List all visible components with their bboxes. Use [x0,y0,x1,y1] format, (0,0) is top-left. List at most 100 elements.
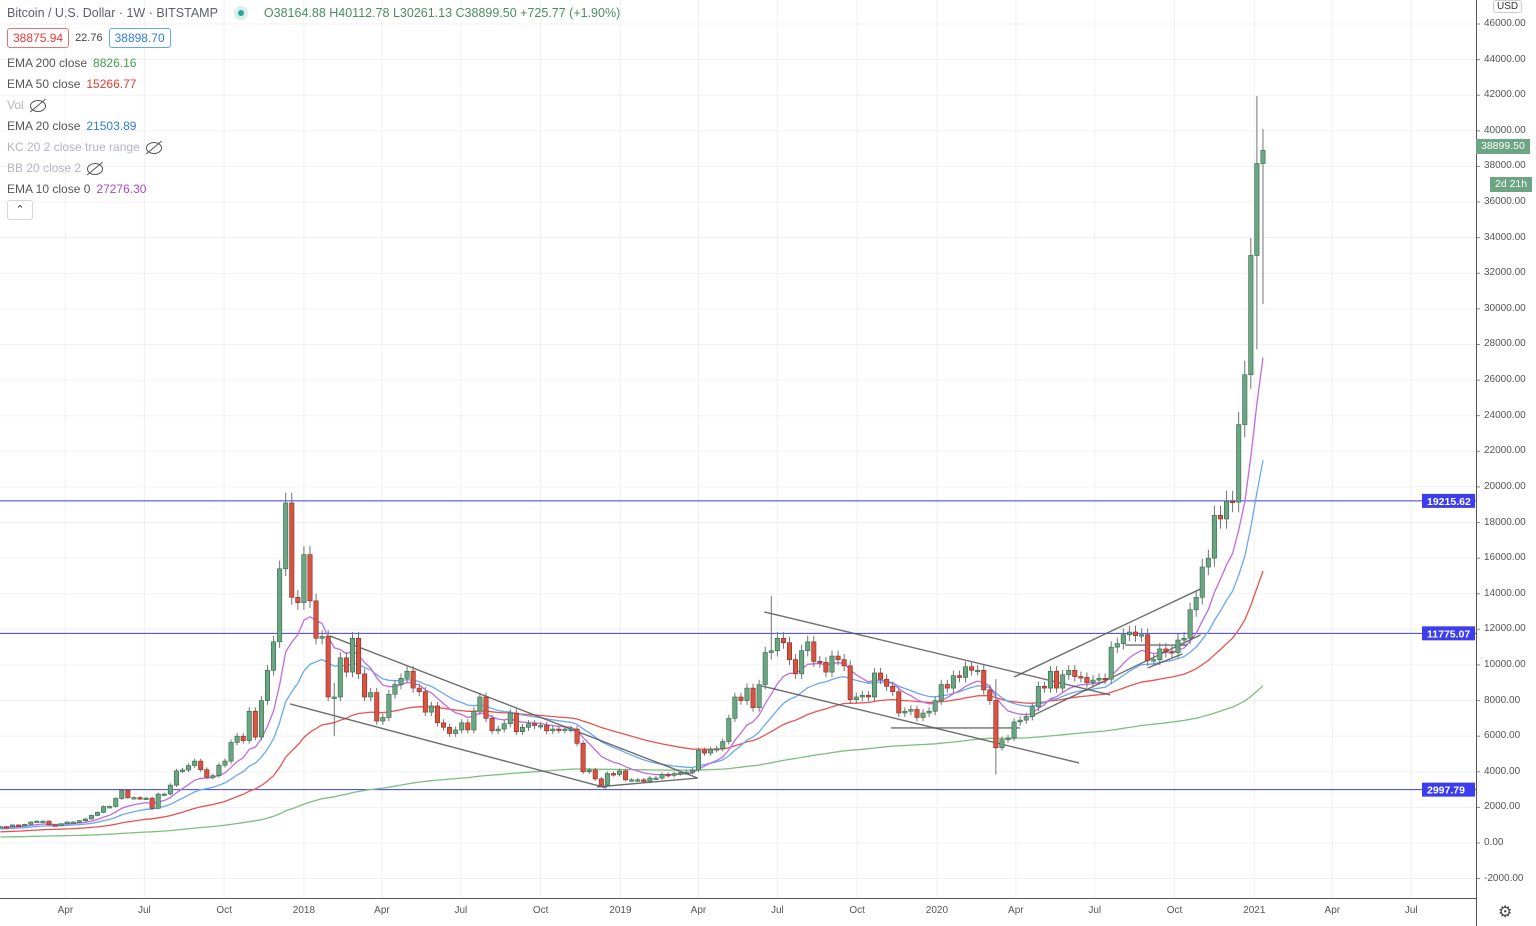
y-tick-label: 44000.00 [1484,53,1526,65]
candle-up [1187,609,1193,639]
candle-up [562,728,568,731]
gear-icon[interactable]: ⚙ [1498,904,1513,921]
candle-down [46,820,52,826]
legend-value: 21503.89 [86,119,137,133]
sell-button[interactable]: 38875.94 [7,28,70,48]
candle-up [398,678,404,685]
candle-up [689,769,695,773]
candle-up [216,764,222,776]
candle-up [283,502,289,570]
eye-off-icon[interactable] [87,162,104,175]
candle-up [471,710,477,731]
symbol-title[interactable]: Bitcoin / U.S. Dollar · 1W · BITSTAMP [7,6,218,20]
legend-item[interactable]: EMA 200 close 8826.16 [7,53,162,74]
candle-up [180,769,186,772]
horizontal-level-label-bg [1422,626,1475,641]
candle-up [1157,648,1163,660]
candle-down [137,797,143,800]
candle-up [1175,639,1181,653]
candle-up [349,637,355,673]
candle-down [823,661,829,673]
legend-item[interactable]: Vol [7,95,162,116]
legend-item[interactable]: BB 20 close 2 [7,158,162,179]
candle-up [131,797,137,800]
candle-up [101,806,107,813]
y-tick-label: 8000.00 [1484,694,1521,706]
legend-name: Vol [7,98,24,112]
indicator-legend: EMA 200 close 8826.16 EMA 50 close 15266.77… [7,53,162,200]
candle-up [1151,659,1157,662]
candle-up [1199,566,1205,598]
candle-up [264,669,270,701]
y-tick-label: 14000.00 [1484,587,1526,599]
candle-up [538,725,544,728]
candle-down [556,728,562,731]
candle-up [671,773,677,776]
legend-item[interactable]: EMA 10 close 0 27276.30 [7,179,162,200]
candle-down [817,661,823,664]
candle-up [404,670,410,679]
legend-item[interactable]: EMA 50 close 15266.77 [7,74,162,95]
candle-down [969,666,975,671]
legend-item[interactable]: KC 20 2 close true range [7,137,162,158]
candle-up [477,696,483,712]
candle-up [859,694,865,698]
currency-label[interactable]: USD [1493,0,1523,13]
candle-up [1096,678,1102,681]
y-tick-label: 0.00 [1484,837,1504,848]
candle-up [271,641,277,671]
candle-up [938,684,944,701]
x-tick-label: Jul [770,905,784,916]
candle-down [914,709,920,718]
chart-header: Bitcoin / U.S. Dollar · 1W · BITSTAMP O3… [7,6,620,20]
horizontal-level-label-bg [1422,493,1475,508]
buy-button[interactable]: 38898.70 [108,28,171,48]
candle-up [428,705,434,713]
eye-off-icon[interactable] [29,99,46,112]
candle-up [695,750,701,771]
legend-value: 15266.77 [86,77,137,91]
candle-up [617,770,623,775]
candle-down [641,779,647,782]
y-tick-label: 30000.00 [1484,302,1526,314]
candle-down [325,636,331,698]
candle-up [501,723,507,730]
candle-up [1211,515,1217,559]
x-tick-label: Apr [57,905,74,916]
candle-up [507,712,513,725]
candle-up [568,728,574,731]
candle-up [113,798,119,807]
candle-up [331,696,337,699]
candle-up [82,818,88,822]
candle-up [155,793,161,809]
candle-up [173,770,179,786]
candle-up [999,739,1005,749]
x-tick-label: Apr [1008,905,1024,916]
candle-up [963,666,969,678]
candle-down [198,760,204,770]
candle-up [1048,670,1054,689]
candle-down [987,689,993,701]
trendline [329,635,698,779]
candle-down [240,735,246,741]
candle-up [337,657,343,698]
horizontal-level-label: 11775.07 [1427,628,1470,640]
candle-up [210,775,216,778]
candle-up [926,710,932,714]
candle-down [623,770,629,781]
y-tick-label: 24000.00 [1484,409,1526,421]
legend-item[interactable]: EMA 20 close 21503.89 [7,116,162,137]
candle-up [1011,721,1017,739]
candle-up [10,824,16,828]
collapse-legend-button[interactable]: ⌃ [7,200,33,220]
ema-10-line [0,357,1264,829]
candle-up [756,684,762,708]
candle-up [143,797,149,800]
candle-up [720,741,726,749]
horizontal-level-label: 19215.62 [1427,496,1471,508]
candle-down [513,712,519,733]
eye-off-icon[interactable] [145,141,162,154]
ohlc-readout: O38164.88 H40112.78 L30261.13 C38899.50 … [263,6,621,20]
y-tick-label: 36000.00 [1484,196,1526,208]
